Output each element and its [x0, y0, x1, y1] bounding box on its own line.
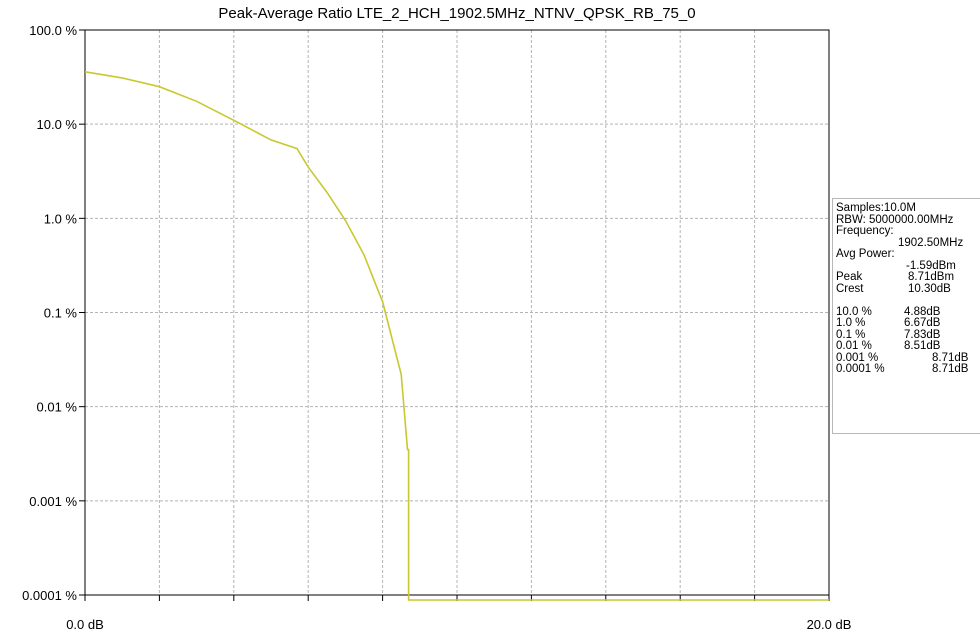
ccdf-prob: 0.0001 %	[836, 363, 885, 375]
x-tick-labels: 0.0 dB 20.0 dB	[66, 617, 851, 632]
ccdf-prob: 0.001 %	[836, 351, 879, 364]
avg-power-label: Avg Power:	[836, 248, 895, 260]
y-tick-label: 0.0001 %	[22, 588, 77, 603]
y-tick-labels: 100.0 % 10.0 % 1.0 % 0.1 % 0.01 % 0.001 % 0.00…	[22, 23, 77, 603]
avg-power-value: -1.59dBm	[906, 259, 956, 272]
y-tick-label: 0.01 %	[37, 400, 78, 415]
x-tick-label: 20.0 dB	[807, 617, 852, 632]
ccdf-row: 0.0001 % 8.71dB	[836, 363, 980, 376]
ccdf-value: 8.51dB	[904, 340, 941, 352]
measurement-info-panel: Samples:10.0M RBW: 5000000.00MHz Frequen…	[832, 198, 980, 434]
y-tick-label: 1.0 %	[44, 211, 78, 226]
crest-label: Crest	[836, 282, 864, 295]
frequency-value: 1902.50MHz	[898, 236, 964, 249]
samples-text: Samples:10.0M	[836, 202, 916, 214]
ccdf-prob: 10.0 %	[836, 305, 872, 318]
crest-value: 10.30dB	[908, 282, 951, 295]
y-tick-label: 0.001 %	[29, 494, 77, 509]
series-line	[84, 71, 829, 601]
ccdf-row: 0.1 % 7.83dB	[836, 328, 980, 342]
peak-row: Peak 8.71dBm	[836, 271, 980, 284]
peak-label: Peak	[836, 271, 863, 283]
y-tick-label: 100.0 %	[29, 23, 77, 38]
ccdf-value: 7.83dB	[904, 328, 941, 341]
ccdf-row: 0.01 % 8.51dB	[836, 340, 980, 353]
y-tick-label: 0.1 %	[44, 306, 78, 321]
grid-lines	[85, 30, 829, 595]
y-tick-label: 10.0 %	[37, 117, 78, 132]
frequency-label: Frequency:	[836, 225, 894, 237]
ccdf-value: 6.67dB	[904, 317, 941, 329]
crest-row: Crest 10.30dB	[836, 282, 980, 296]
ccdf-value: 8.71dB	[932, 351, 969, 364]
ccdf-prob: 0.1 %	[836, 328, 866, 341]
ccdf-value: 4.88dB	[904, 305, 941, 318]
chart-title: Peak-Average Ratio LTE_2_HCH_1902.5MHz_N…	[218, 5, 696, 22]
ccdf-value: 8.71dB	[932, 363, 969, 375]
ccdf-row: 0.001 % 8.71dB	[836, 351, 980, 365]
axis-ticks	[79, 29, 830, 601]
rbw-text: RBW: 5000000.00MHz	[836, 213, 954, 226]
x-tick-label: 0.0 dB	[66, 617, 104, 632]
ccdf-row: 1.0 % 6.67dB	[836, 317, 980, 330]
ccdf-prob: 1.0 %	[836, 317, 866, 329]
peak-value: 8.71dBm	[908, 271, 955, 283]
ccdf-prob: 0.01 %	[836, 340, 872, 352]
ccdf-row: 10.0 % 4.88dB	[836, 305, 980, 319]
series-group	[84, 71, 829, 601]
